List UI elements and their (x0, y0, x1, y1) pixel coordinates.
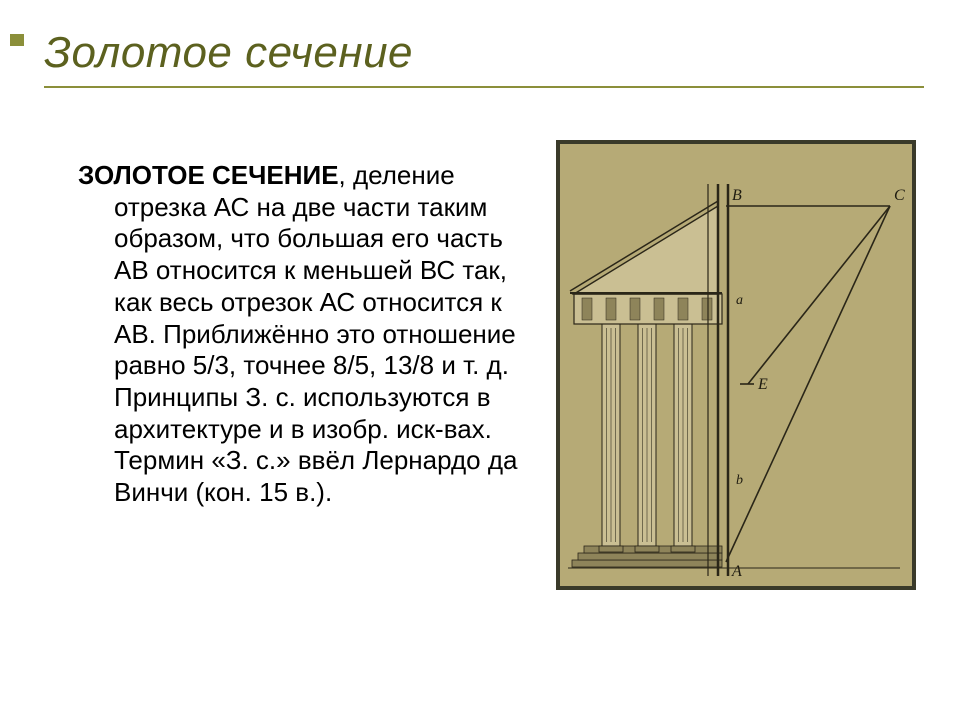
svg-text:a: a (736, 293, 743, 308)
accent-square (10, 34, 24, 46)
golden-ratio-figure: a b A B C E (556, 140, 916, 590)
svg-text:A: A (731, 563, 742, 580)
svg-text:b: b (736, 473, 743, 488)
slide: Золотое сечение ЗОЛОТОЕ СЕЧЕНИЕ, деление… (0, 0, 960, 720)
body-rest: , деление отрезка АС на две части таким … (114, 160, 517, 507)
title-underline (44, 86, 924, 88)
slide-title: Золотое сечение (44, 28, 413, 78)
svg-text:E: E (757, 376, 768, 393)
svg-text:C: C (894, 187, 905, 204)
body-paragraph: ЗОЛОТОЕ СЕЧЕНИЕ, деление отрезка АС на д… (78, 160, 518, 509)
svg-text:B: B (732, 187, 742, 204)
body-lead: ЗОЛОТОЕ СЕЧЕНИЕ (78, 160, 339, 190)
figure-svg: a b A B C E (560, 144, 912, 586)
